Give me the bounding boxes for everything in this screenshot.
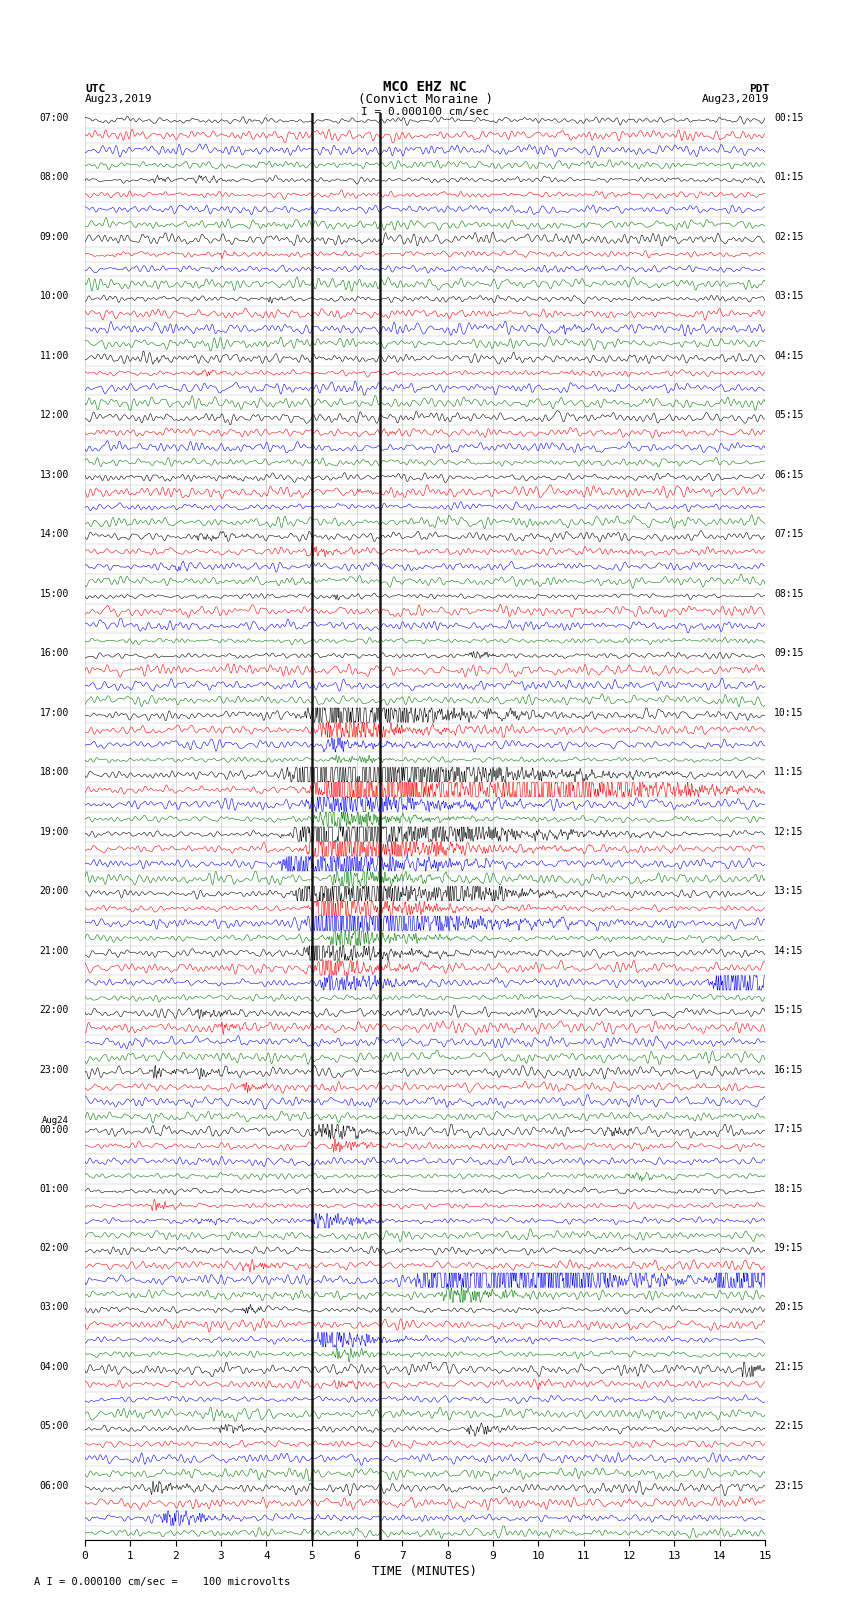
X-axis label: TIME (MINUTES): TIME (MINUTES) [372, 1565, 478, 1578]
Text: 15:15: 15:15 [774, 1005, 803, 1015]
Text: 23:00: 23:00 [40, 1065, 69, 1074]
Text: 19:15: 19:15 [774, 1244, 803, 1253]
Text: 23:15: 23:15 [774, 1481, 803, 1490]
Text: 07:00: 07:00 [40, 113, 69, 123]
Text: 16:15: 16:15 [774, 1065, 803, 1074]
Text: 04:15: 04:15 [774, 350, 803, 361]
Text: 05:15: 05:15 [774, 410, 803, 421]
Text: UTC: UTC [85, 84, 105, 94]
Text: 13:00: 13:00 [40, 469, 69, 479]
Text: 14:15: 14:15 [774, 945, 803, 955]
Text: 22:15: 22:15 [774, 1421, 803, 1431]
Text: 03:00: 03:00 [40, 1303, 69, 1313]
Text: 01:15: 01:15 [774, 173, 803, 182]
Text: 21:00: 21:00 [40, 945, 69, 955]
Text: Aug23,2019: Aug23,2019 [85, 94, 152, 105]
Text: 11:15: 11:15 [774, 768, 803, 777]
Text: PDT: PDT [749, 84, 769, 94]
Text: 09:00: 09:00 [40, 232, 69, 242]
Text: 17:15: 17:15 [774, 1124, 803, 1134]
Text: 05:00: 05:00 [40, 1421, 69, 1431]
Text: 03:15: 03:15 [774, 292, 803, 302]
Text: 13:15: 13:15 [774, 886, 803, 897]
Text: 20:00: 20:00 [40, 886, 69, 897]
Text: 01:00: 01:00 [40, 1184, 69, 1194]
Text: 17:00: 17:00 [40, 708, 69, 718]
Text: 21:15: 21:15 [774, 1361, 803, 1373]
Text: 19:00: 19:00 [40, 826, 69, 837]
Text: A I = 0.000100 cm/sec =    100 microvolts: A I = 0.000100 cm/sec = 100 microvolts [34, 1578, 290, 1587]
Text: 00:15: 00:15 [774, 113, 803, 123]
Text: 11:00: 11:00 [40, 350, 69, 361]
Text: 09:15: 09:15 [774, 648, 803, 658]
Text: Aug23,2019: Aug23,2019 [702, 94, 769, 105]
Text: (Convict Moraine ): (Convict Moraine ) [358, 92, 492, 106]
Text: I = 0.000100 cm/sec: I = 0.000100 cm/sec [361, 106, 489, 118]
Text: 20:15: 20:15 [774, 1303, 803, 1313]
Text: 18:15: 18:15 [774, 1184, 803, 1194]
Text: 02:00: 02:00 [40, 1244, 69, 1253]
Text: 07:15: 07:15 [774, 529, 803, 539]
Text: 10:00: 10:00 [40, 292, 69, 302]
Text: 12:00: 12:00 [40, 410, 69, 421]
Text: MCO EHZ NC: MCO EHZ NC [383, 81, 467, 94]
Text: 10:15: 10:15 [774, 708, 803, 718]
Text: 18:00: 18:00 [40, 768, 69, 777]
Text: 08:15: 08:15 [774, 589, 803, 598]
Text: 14:00: 14:00 [40, 529, 69, 539]
Text: 06:15: 06:15 [774, 469, 803, 479]
Text: 15:00: 15:00 [40, 589, 69, 598]
Text: 02:15: 02:15 [774, 232, 803, 242]
Text: Aug24: Aug24 [42, 1116, 69, 1124]
Text: 00:00: 00:00 [40, 1124, 69, 1136]
Text: 08:00: 08:00 [40, 173, 69, 182]
Text: 22:00: 22:00 [40, 1005, 69, 1015]
Text: 16:00: 16:00 [40, 648, 69, 658]
Text: 12:15: 12:15 [774, 826, 803, 837]
Text: 06:00: 06:00 [40, 1481, 69, 1490]
Text: 04:00: 04:00 [40, 1361, 69, 1373]
